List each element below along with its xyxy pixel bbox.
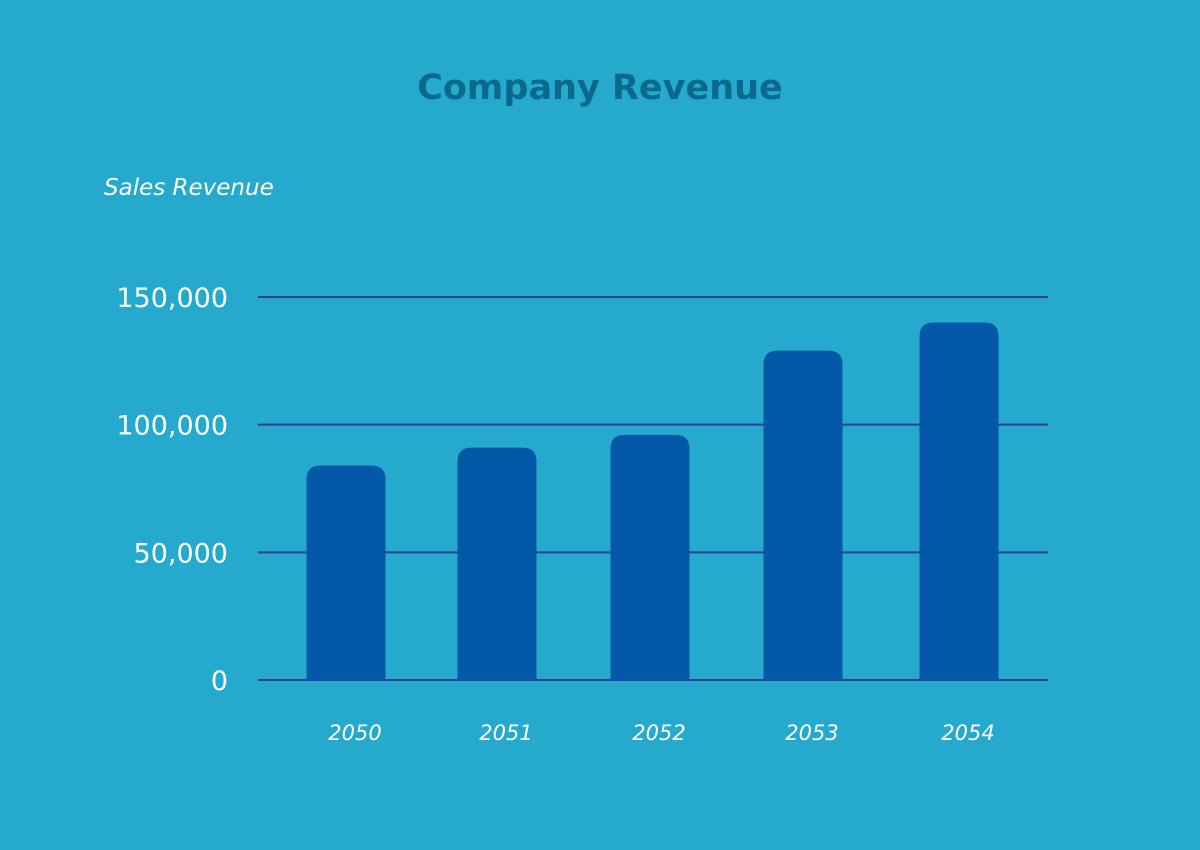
bar-2050 (306, 465, 386, 680)
chart-title: Company Revenue (417, 68, 783, 108)
x-tick-label: 2052 (632, 721, 685, 745)
y-tick-label: 100,000 (116, 411, 228, 442)
y-tick-label: 0 (211, 666, 228, 697)
x-tick-label: 2051 (479, 721, 532, 745)
y-tick-label: 50,000 (134, 538, 228, 569)
y-tick-label: 150,000 (116, 283, 228, 314)
x-tick-label: 2050 (328, 721, 381, 745)
bar-2054 (919, 322, 999, 680)
bar-2051 (457, 447, 537, 680)
bar-2053 (763, 350, 843, 680)
x-tick-label: 2053 (785, 721, 838, 745)
bar-2052 (610, 434, 690, 680)
y-axis-label: Sales Revenue (104, 175, 274, 201)
x-tick-label: 2054 (941, 721, 994, 745)
